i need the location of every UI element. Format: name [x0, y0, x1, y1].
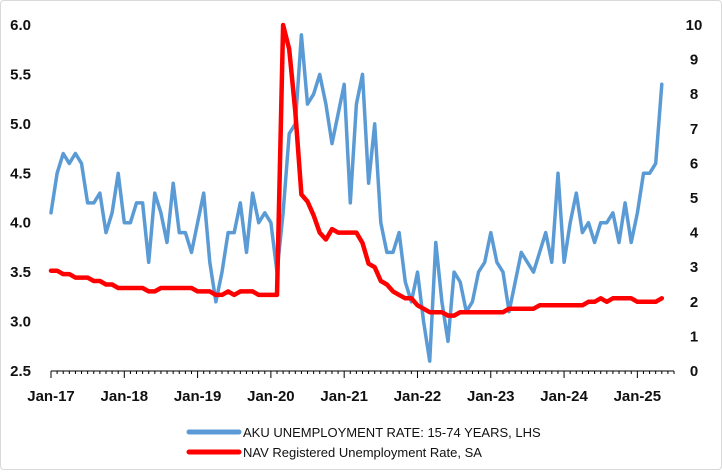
left-tick-label: 2.5	[10, 363, 31, 380]
left-axis-ticks: 2.5 3.0 3.5 4.0 4.5 5.0 5.5 6.0	[10, 17, 31, 380]
left-tick-label: 6.0	[10, 17, 31, 34]
right-tick-label: 4	[690, 225, 699, 242]
right-tick-label: 10	[686, 17, 703, 34]
legend: AKU UNEMPLOYMENT RATE: 15-74 YEARS, LHS …	[186, 425, 541, 460]
right-tick-label: 8	[690, 86, 698, 103]
x-tick-label: Jan-24	[540, 388, 588, 405]
x-tick-label: Jan-19	[174, 388, 222, 405]
series-line-aku	[49, 33, 664, 363]
right-tick-label: 1	[690, 328, 698, 345]
x-tick-label: Jan-18	[101, 388, 149, 405]
x-tick-label: Jan-21	[320, 388, 368, 405]
left-tick-label: 3.0	[10, 314, 31, 331]
right-tick-label: 9	[690, 52, 698, 69]
x-tick-label: Jan-23	[467, 388, 515, 405]
x-axis-ticks: Jan-17 Jan-18 Jan-19 Jan-20 Jan-21 Jan-22 Jan-…	[27, 371, 675, 405]
left-tick-label: 4.0	[10, 215, 31, 232]
right-tick-label: 7	[690, 121, 698, 138]
series-lines	[48, 22, 665, 363]
right-tick-label: 2	[690, 294, 698, 311]
left-tick-label: 3.5	[10, 264, 31, 281]
right-tick-label: 0	[690, 363, 698, 380]
x-tick-label: Jan-25	[614, 388, 662, 405]
x-tick-label: Jan-22	[394, 388, 442, 405]
x-tick-label: Jan-20	[247, 388, 295, 405]
left-tick-label: 4.5	[10, 165, 31, 182]
right-tick-label: 3	[690, 259, 698, 276]
legend-label-aku: AKU UNEMPLOYMENT RATE: 15-74 YEARS, LHS	[243, 425, 541, 440]
left-tick-label: 5.5	[10, 66, 31, 83]
x-tick-label: Jan-17	[27, 388, 75, 405]
right-tick-label: 5	[690, 190, 698, 207]
legend-label-nav: NAV Registered Unemployment Rate, SA	[243, 445, 482, 460]
left-tick-label: 5.0	[10, 116, 31, 133]
right-axis-ticks: 0 1 2 3 4 5 6 7 8 9 10	[686, 17, 703, 380]
series-line-nav	[48, 22, 665, 318]
right-tick-label: 6	[690, 155, 698, 172]
